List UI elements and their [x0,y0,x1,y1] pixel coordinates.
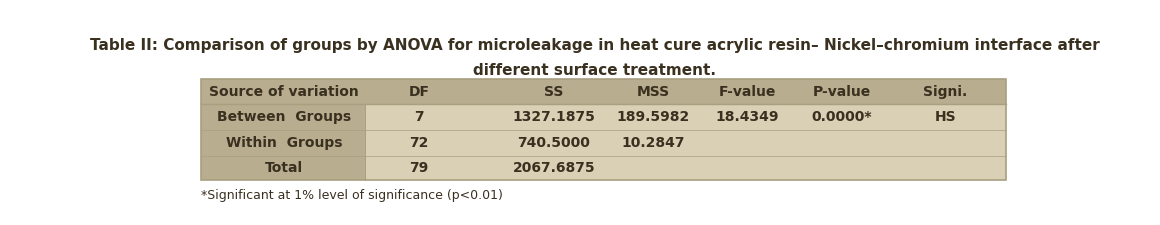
Text: 72: 72 [409,136,429,150]
Text: 189.5982: 189.5982 [616,110,689,124]
Text: P-value: P-value [813,85,871,99]
Text: MSS: MSS [637,85,669,99]
Text: Signi.: Signi. [923,85,967,99]
Bar [201,79,1006,104]
Text: 7: 7 [414,110,425,124]
Text: 740.5000: 740.5000 [517,136,590,150]
Bar [201,130,365,156]
Text: SS: SS [544,85,564,99]
Text: Source of variation: Source of variation [210,85,360,99]
Text: Within  Groups: Within Groups [226,136,342,150]
Text: different surface treatment.: different surface treatment. [473,63,716,78]
Text: Between  Groups: Between Groups [217,110,351,124]
Bar [365,156,1006,180]
Text: F-value: F-value [719,85,776,99]
Text: Total: Total [266,161,304,175]
Text: HS: HS [934,110,956,124]
Text: Table II: Comparison of groups by ANOVA for microleakage in heat cure acrylic re: Table II: Comparison of groups by ANOVA … [89,38,1100,53]
Text: 10.2847: 10.2847 [622,136,684,150]
Text: 1327.1875: 1327.1875 [513,110,595,124]
Bar [365,104,1006,130]
Text: 2067.6875: 2067.6875 [513,161,595,175]
Text: *Significant at 1% level of significance (p<0.01): *Significant at 1% level of significance… [201,189,502,202]
Bar [365,130,1006,156]
Text: DF: DF [408,85,429,99]
Text: 79: 79 [409,161,429,175]
Text: 0.0000*: 0.0000* [812,110,872,124]
Text: 18.4349: 18.4349 [716,110,780,124]
Bar [201,156,365,180]
Bar [201,104,365,130]
Bar [201,79,1006,180]
